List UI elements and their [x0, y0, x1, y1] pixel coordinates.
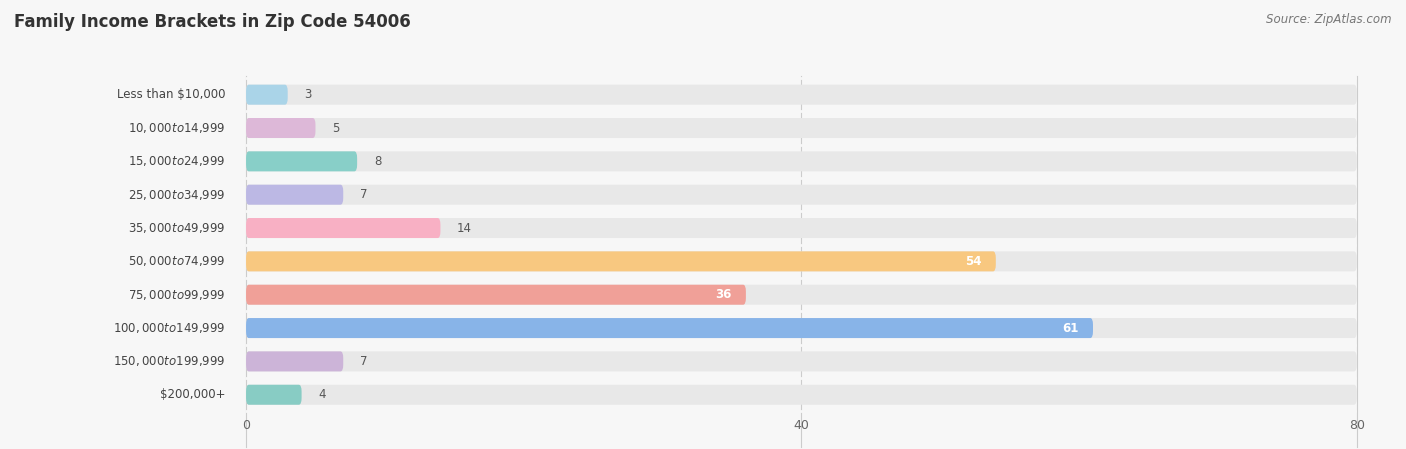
FancyBboxPatch shape	[246, 85, 288, 105]
FancyBboxPatch shape	[246, 151, 357, 172]
FancyBboxPatch shape	[246, 118, 1357, 138]
FancyBboxPatch shape	[246, 85, 1357, 105]
FancyBboxPatch shape	[246, 151, 1357, 172]
FancyBboxPatch shape	[246, 352, 343, 371]
FancyBboxPatch shape	[246, 251, 1357, 271]
Text: 3: 3	[304, 88, 312, 101]
FancyBboxPatch shape	[246, 185, 1357, 205]
FancyBboxPatch shape	[246, 118, 315, 138]
Text: Less than $10,000: Less than $10,000	[117, 88, 225, 101]
Text: 61: 61	[1063, 321, 1080, 335]
FancyBboxPatch shape	[246, 218, 440, 238]
Text: Family Income Brackets in Zip Code 54006: Family Income Brackets in Zip Code 54006	[14, 13, 411, 31]
Text: $25,000 to $34,999: $25,000 to $34,999	[128, 188, 225, 202]
Text: $35,000 to $49,999: $35,000 to $49,999	[128, 221, 225, 235]
FancyBboxPatch shape	[246, 318, 1092, 338]
Text: 4: 4	[318, 388, 326, 401]
FancyBboxPatch shape	[246, 352, 1357, 371]
FancyBboxPatch shape	[246, 285, 1357, 305]
Text: Source: ZipAtlas.com: Source: ZipAtlas.com	[1267, 13, 1392, 26]
FancyBboxPatch shape	[246, 318, 1357, 338]
Text: 54: 54	[966, 255, 981, 268]
FancyBboxPatch shape	[246, 185, 343, 205]
Text: 8: 8	[374, 155, 381, 168]
Text: 7: 7	[360, 355, 367, 368]
Text: $200,000+: $200,000+	[160, 388, 225, 401]
Text: 5: 5	[332, 122, 339, 135]
FancyBboxPatch shape	[246, 251, 995, 271]
FancyBboxPatch shape	[246, 218, 1357, 238]
Text: $150,000 to $199,999: $150,000 to $199,999	[112, 354, 225, 368]
FancyBboxPatch shape	[246, 385, 1357, 405]
Text: $75,000 to $99,999: $75,000 to $99,999	[128, 288, 225, 302]
Text: $100,000 to $149,999: $100,000 to $149,999	[112, 321, 225, 335]
Text: 7: 7	[360, 188, 367, 201]
FancyBboxPatch shape	[246, 385, 301, 405]
Text: 36: 36	[716, 288, 733, 301]
Text: $50,000 to $74,999: $50,000 to $74,999	[128, 255, 225, 269]
Text: $10,000 to $14,999: $10,000 to $14,999	[128, 121, 225, 135]
FancyBboxPatch shape	[246, 285, 747, 305]
Text: 14: 14	[457, 221, 472, 234]
Text: $15,000 to $24,999: $15,000 to $24,999	[128, 154, 225, 168]
